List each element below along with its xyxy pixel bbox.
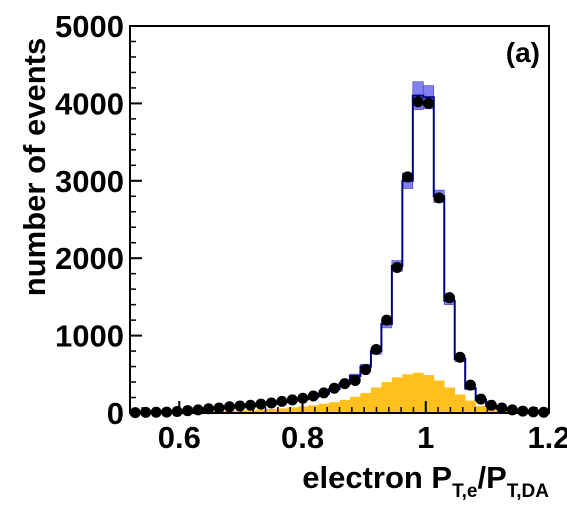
- data-point: [391, 261, 403, 273]
- data-point: [265, 397, 277, 409]
- data-point: [443, 292, 455, 304]
- y-axis-label: number of events: [17, 38, 52, 296]
- background-bar: [475, 406, 487, 413]
- y-axis-ticks: 0 1000 2000 3000 4000 5000: [55, 9, 142, 431]
- data-point: [402, 171, 414, 183]
- data-point: [370, 344, 382, 356]
- background-bar: [308, 405, 319, 413]
- data-point: [328, 382, 340, 394]
- mc-total-histogram: [130, 94, 549, 414]
- data-point: [224, 401, 236, 413]
- plot-frame: [129, 25, 550, 414]
- background-bar: [318, 403, 330, 413]
- data-point: [475, 393, 487, 405]
- background-bar: [245, 410, 256, 413]
- data-point: [276, 395, 288, 407]
- data-point: [318, 387, 330, 399]
- background-bar: [486, 408, 497, 413]
- background-bar: [329, 402, 340, 413]
- background-bar: [454, 394, 466, 413]
- data-point: [203, 403, 215, 415]
- x-axis-label-sub-te: T,e: [452, 481, 477, 502]
- data-point: [244, 399, 256, 411]
- data-point: [360, 364, 372, 376]
- y-tick-label: 1000: [55, 319, 124, 354]
- background-bar: [349, 396, 361, 413]
- y-tick-label: 0: [107, 396, 124, 431]
- background-bar: [266, 408, 277, 413]
- x-axis-label: electron PT,e/PT,DA: [302, 460, 549, 502]
- background-bar: [370, 387, 382, 413]
- background-bar: [402, 374, 414, 413]
- y-tick-label: 3000: [55, 164, 124, 199]
- mc-uncertainty-band: [129, 81, 550, 414]
- x-tick-label: 0.8: [281, 420, 324, 455]
- background-bar: [255, 409, 267, 413]
- background-bar: [339, 399, 351, 413]
- data-point: [454, 351, 466, 363]
- data-point: [464, 379, 476, 391]
- data-point: [286, 394, 298, 406]
- y-tick-label: 2000: [55, 241, 124, 276]
- background-bar: [465, 400, 476, 413]
- data-point: [297, 392, 309, 404]
- background-bar: [412, 372, 424, 413]
- background-bar: [360, 392, 372, 413]
- background-bar: [433, 380, 445, 413]
- data-points: [129, 96, 550, 419]
- x-axis-label-slash: /P: [477, 460, 506, 495]
- x-axis-label-sub-tda: T,DA: [507, 481, 550, 502]
- background-bar: [276, 408, 288, 413]
- panel-label: (a): [506, 37, 540, 68]
- data-point: [412, 96, 424, 108]
- data-point: [485, 399, 497, 411]
- x-tick-label: 0.6: [158, 420, 201, 455]
- background-bar: [234, 410, 246, 413]
- background-bar: [381, 382, 393, 413]
- x-tick-label: 1: [417, 420, 434, 455]
- background-bar: [391, 377, 403, 413]
- data-point: [234, 400, 246, 412]
- data-point: [517, 405, 529, 417]
- x-axis-ticks: 0.6 0.8 1 1.2: [129, 401, 567, 455]
- background-bar: [444, 387, 456, 413]
- y-tick-label: 4000: [55, 86, 124, 121]
- data-point: [349, 374, 361, 386]
- data-point: [381, 314, 393, 326]
- background-bar: [287, 407, 298, 413]
- data-point: [213, 402, 225, 414]
- x-axis-label-main: electron P: [302, 460, 452, 495]
- data-point: [339, 378, 351, 390]
- data-point: [171, 405, 183, 417]
- data-point: [307, 390, 319, 402]
- x-tick-label: 1.2: [527, 420, 567, 455]
- data-point: [433, 192, 445, 204]
- background-bar: [423, 375, 435, 413]
- data-point: [496, 402, 508, 414]
- y-tick-label: 5000: [55, 9, 124, 44]
- data-point: [255, 398, 267, 410]
- data-point: [423, 97, 435, 109]
